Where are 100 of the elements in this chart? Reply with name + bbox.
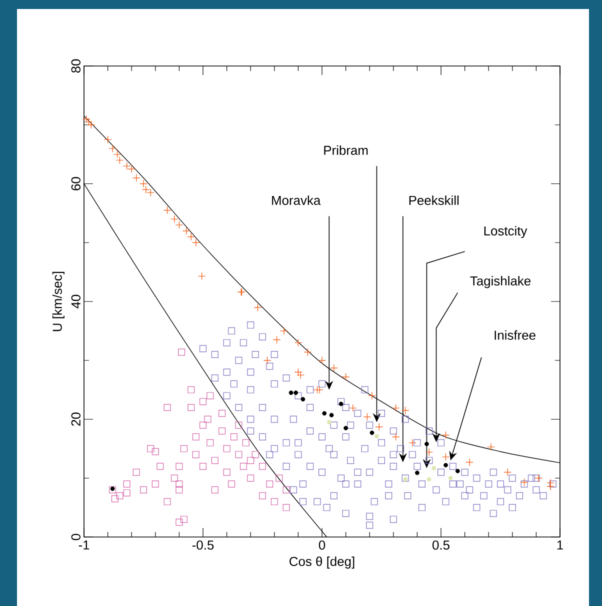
- point: [432, 466, 436, 470]
- y-tick-label: 60: [71, 177, 80, 190]
- annotation: Pribram: [324, 145, 368, 155]
- point: [104, 136, 112, 144]
- point: [254, 303, 262, 312]
- point: [163, 206, 172, 214]
- point: [276, 474, 283, 482]
- point: [211, 456, 218, 464]
- point: [375, 422, 384, 431]
- point: [444, 462, 448, 468]
- point: [123, 480, 130, 488]
- point: [170, 474, 178, 482]
- point: [152, 480, 159, 488]
- point: [272, 336, 281, 344]
- y-axis-title: U [km/sec]: [52, 272, 64, 332]
- point: [188, 404, 195, 411]
- annotation: Lostcity: [484, 226, 528, 238]
- point: [374, 434, 379, 439]
- point: [200, 462, 206, 470]
- point: [164, 404, 171, 411]
- point: [487, 442, 495, 451]
- point: [424, 442, 429, 446]
- point: [288, 390, 294, 395]
- point: [123, 489, 130, 496]
- point: [192, 451, 200, 458]
- point: [342, 372, 350, 381]
- point: [408, 438, 416, 447]
- point: [109, 486, 116, 494]
- point: [235, 451, 242, 458]
- point: [235, 422, 242, 429]
- point: [240, 462, 247, 470]
- point: [546, 482, 554, 490]
- point: [218, 428, 226, 435]
- point: [192, 433, 200, 440]
- point: [392, 432, 400, 441]
- point: [228, 480, 236, 488]
- annotation: Inisfree: [494, 330, 536, 340]
- point: [259, 492, 266, 500]
- point: [204, 416, 212, 423]
- point: [326, 420, 332, 424]
- point: [247, 456, 254, 464]
- x-tick-label: -0.5: [192, 540, 214, 550]
- point: [252, 451, 259, 458]
- point: [176, 518, 183, 526]
- point: [442, 431, 450, 440]
- point: [116, 492, 124, 500]
- x-axis-title: Cos θ [deg]: [290, 556, 354, 569]
- point: [152, 448, 159, 456]
- point: [329, 412, 334, 418]
- point: [180, 516, 188, 523]
- y-tick-label: 40: [71, 294, 80, 308]
- point: [294, 338, 302, 347]
- point: [132, 174, 140, 182]
- point: [282, 504, 290, 512]
- point: [263, 356, 272, 364]
- point: [448, 476, 453, 480]
- y-tick-label: 20: [71, 412, 80, 426]
- point: [111, 495, 118, 502]
- x-tick-label: 1: [557, 540, 563, 550]
- point: [218, 410, 226, 417]
- point: [206, 392, 214, 400]
- point: [401, 406, 410, 414]
- point: [230, 433, 238, 440]
- point: [211, 486, 218, 494]
- point: [520, 478, 528, 486]
- y-tick-label: 80: [71, 59, 80, 73]
- point: [110, 486, 115, 491]
- point: [188, 386, 195, 394]
- point: [322, 411, 327, 416]
- point: [282, 486, 290, 494]
- point: [368, 392, 376, 400]
- point: [200, 398, 206, 406]
- x-tick-label: -1: [78, 540, 90, 550]
- point: [466, 458, 474, 466]
- point: [425, 448, 434, 456]
- point: [455, 468, 460, 474]
- point: [330, 364, 338, 372]
- point: [176, 462, 183, 470]
- point: [338, 402, 344, 406]
- annotation: Moravka: [272, 195, 321, 205]
- point: [198, 272, 206, 280]
- point: [280, 326, 288, 335]
- point: [180, 445, 188, 452]
- point: [132, 468, 140, 476]
- point: [164, 498, 171, 506]
- point: [200, 422, 206, 429]
- point: [140, 486, 147, 494]
- point: [147, 445, 154, 452]
- point: [223, 445, 230, 452]
- point: [259, 462, 266, 470]
- point: [223, 468, 230, 476]
- point: [504, 468, 512, 476]
- point: [294, 390, 298, 395]
- point: [84, 118, 93, 126]
- point: [176, 486, 183, 494]
- point: [178, 348, 186, 356]
- point: [266, 480, 274, 488]
- point: [316, 386, 324, 394]
- point: [294, 368, 302, 376]
- point: [176, 480, 183, 488]
